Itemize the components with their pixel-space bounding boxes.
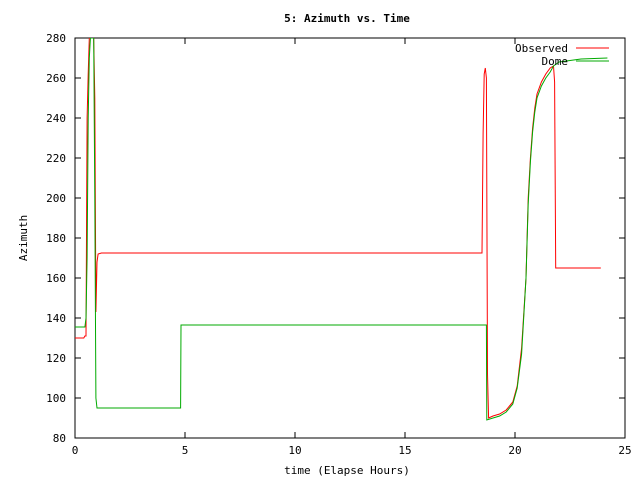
y-tick-label: 200 [46,192,66,205]
x-tick-label: 15 [398,444,411,457]
x-axis-label: time (Elapse Hours) [284,464,410,477]
legend-label-dome: Dome [542,55,569,68]
y-tick-label: 260 [46,72,66,85]
y-axis-label: Azimuth [17,215,30,261]
y-tick-label: 120 [46,352,66,365]
y-tick-label: 240 [46,112,66,125]
y-tick-label: 220 [46,152,66,165]
chart-title: 5: Azimuth vs. Time [284,12,410,25]
plot-area [74,37,626,439]
plot-border [74,37,626,439]
legend-label-observed: Observed [515,42,568,55]
x-tick-label: 25 [618,444,631,457]
x-tick-label: 0 [72,444,79,457]
y-tick-label: 280 [46,32,66,45]
axis-ticks: 0 5 10 15 20 25 80 100 120 140 160 180 200 220 240 260 2… [46,32,632,457]
series-line-observed [75,38,601,419]
y-tick-label: 180 [46,232,66,245]
y-tick-label: 140 [46,312,66,325]
y-tick-label: 100 [46,392,66,405]
series-lines [75,38,608,421]
y-tick-label: 80 [53,432,66,445]
x-tick-label: 5 [182,444,189,457]
x-tick-label: 10 [288,444,301,457]
series-line-dome [75,38,608,421]
y-tick-label: 160 [46,272,66,285]
x-tick-label: 20 [508,444,521,457]
